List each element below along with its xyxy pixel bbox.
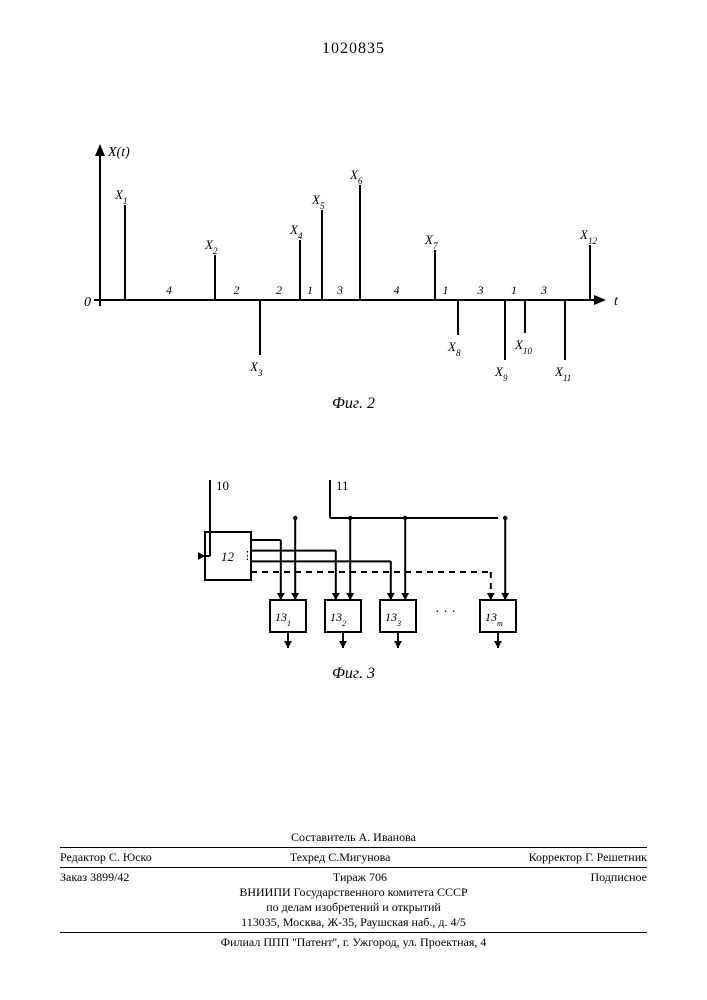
fig2-caption: Фиг. 2: [0, 395, 707, 413]
svg-text:X11: X11: [554, 364, 571, 383]
svg-text:12: 12: [221, 549, 235, 564]
svg-text:X1: X1: [114, 187, 127, 206]
svg-text:X7: X7: [424, 232, 438, 251]
tech-name: С.Мигунова: [328, 850, 390, 864]
order-label: Заказ: [60, 870, 87, 884]
editor-label: Редактор: [60, 850, 106, 864]
divider: [60, 867, 647, 868]
print-label: Тираж: [333, 870, 366, 884]
svg-text:13m: 13m: [485, 610, 503, 628]
svg-text:t: t: [614, 294, 619, 309]
svg-text:· · ·: · · ·: [435, 605, 456, 620]
svg-text:3: 3: [540, 283, 547, 297]
figure-2: X(t) t 0 X1 4 X2 2 X3 2 X4 1 X5 3 X6 4 X7 1 X8 3 X9 1 X10 3 X11…: [60, 140, 650, 400]
fig3-caption: Фиг. 3: [0, 665, 707, 683]
svg-text:132: 132: [330, 610, 346, 628]
svg-text:4: 4: [166, 283, 172, 297]
editor-name: С. Юско: [109, 850, 152, 864]
svg-text:X9: X9: [494, 364, 508, 383]
figure-3: 10 11 12 ⋮ 131 132 133 13m · · ·: [160, 470, 560, 660]
org-line-2: по делам изобретений и открытий: [60, 900, 647, 915]
svg-text:X2: X2: [204, 237, 218, 256]
svg-text:11: 11: [336, 478, 349, 493]
corrector-label: Корректор: [529, 850, 583, 864]
divider: [60, 932, 647, 933]
patent-number: 1020835: [0, 40, 707, 58]
svg-text:2: 2: [276, 283, 282, 297]
divider: [60, 847, 647, 848]
footer-line: Филиал ППП ''Патент'', г. Ужгород, ул. П…: [60, 935, 647, 950]
svg-text:133: 133: [385, 610, 401, 628]
print-value: 706: [369, 870, 387, 884]
compiler-label: Составитель: [291, 830, 355, 844]
svg-text:3: 3: [477, 283, 484, 297]
corrector-name: Г. Решетник: [585, 850, 647, 864]
svg-text:X5: X5: [311, 192, 325, 211]
subscription: Подписное: [590, 870, 647, 885]
svg-text:X4: X4: [289, 222, 303, 241]
svg-text:2: 2: [234, 283, 240, 297]
page: 1020835 X(t) t 0 X1 4 X2 2 X3 2 X4 1 X5 3 X6 4 X7 1 X8 3 X9…: [0, 0, 707, 1000]
svg-text:X6: X6: [349, 167, 363, 186]
svg-text:X(t): X(t): [107, 145, 130, 160]
order-value: 3899/42: [90, 870, 129, 884]
credits-block: Составитель А. Иванова Редактор С. Юско …: [60, 830, 647, 950]
svg-text:1: 1: [307, 283, 313, 297]
svg-text:10: 10: [216, 478, 229, 493]
svg-text:4: 4: [394, 283, 400, 297]
svg-text:⋮: ⋮: [242, 550, 253, 562]
svg-text:1: 1: [511, 283, 517, 297]
fig2-svg: X(t) t 0 X1 4 X2 2 X3 2 X4 1 X5 3 X6 4 X7 1 X8 3 X9 1 X10 3 X11…: [60, 140, 650, 400]
svg-text:0: 0: [84, 295, 91, 310]
address-line: 113035, Москва, Ж-35, Раушская наб., д. …: [60, 915, 647, 930]
svg-text:X8: X8: [447, 339, 461, 358]
svg-text:X12: X12: [579, 227, 597, 246]
fig3-svg: 10 11 12 ⋮ 131 132 133 13m · · ·: [160, 470, 560, 660]
svg-text:3: 3: [336, 283, 343, 297]
tech-label: Техред: [290, 850, 325, 864]
svg-text:1: 1: [443, 283, 449, 297]
svg-text:X10: X10: [514, 337, 532, 356]
org-line-1: ВНИИПИ Государственного комитета СССР: [60, 885, 647, 900]
svg-text:131: 131: [275, 610, 291, 628]
compiler-name: А. Иванова: [359, 830, 416, 844]
svg-text:X3: X3: [249, 359, 263, 378]
